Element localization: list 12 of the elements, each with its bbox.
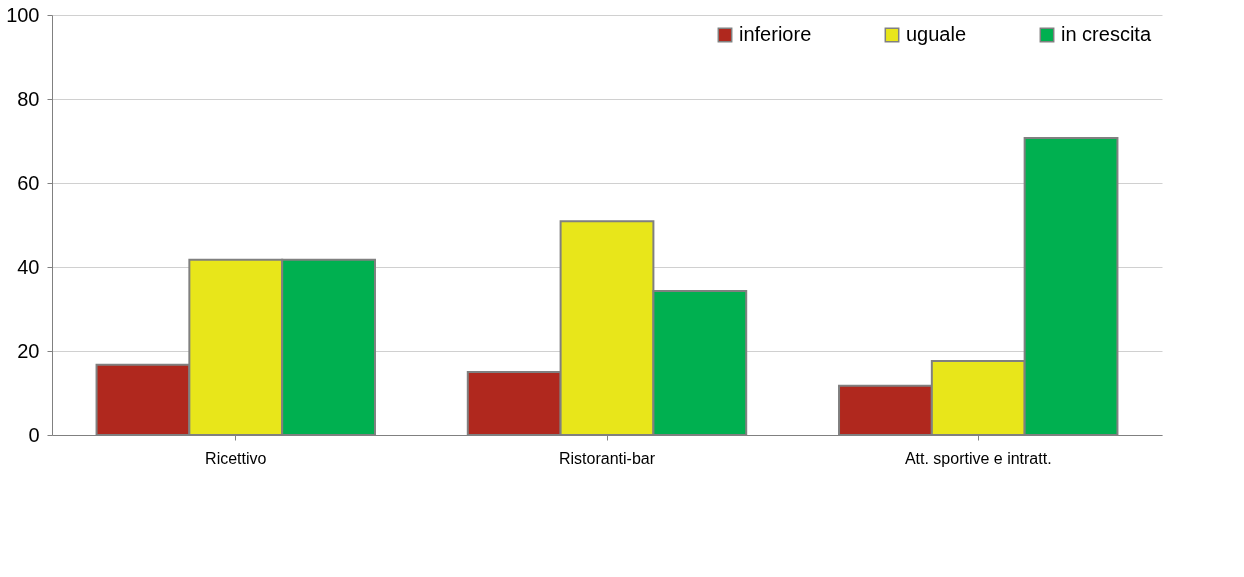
x-tick-label: Ristoranti-bar [558,449,656,467]
y-tick-label: 100 [6,3,40,26]
x-tick-label: Att. sportive e intratt. [904,449,1052,467]
y-tick-label: 40 [17,255,40,278]
y-tick-label: 20 [17,339,40,362]
y-tick-label: 80 [17,87,40,110]
legend-label: in crescita [1061,23,1152,45]
y-tick-label: 60 [17,171,40,194]
x-tick-label: Ricettivo [205,449,267,467]
legend-label: inferiore [739,23,812,45]
legend-label: uguale [906,23,967,45]
y-tick-label: 0 [28,423,40,446]
